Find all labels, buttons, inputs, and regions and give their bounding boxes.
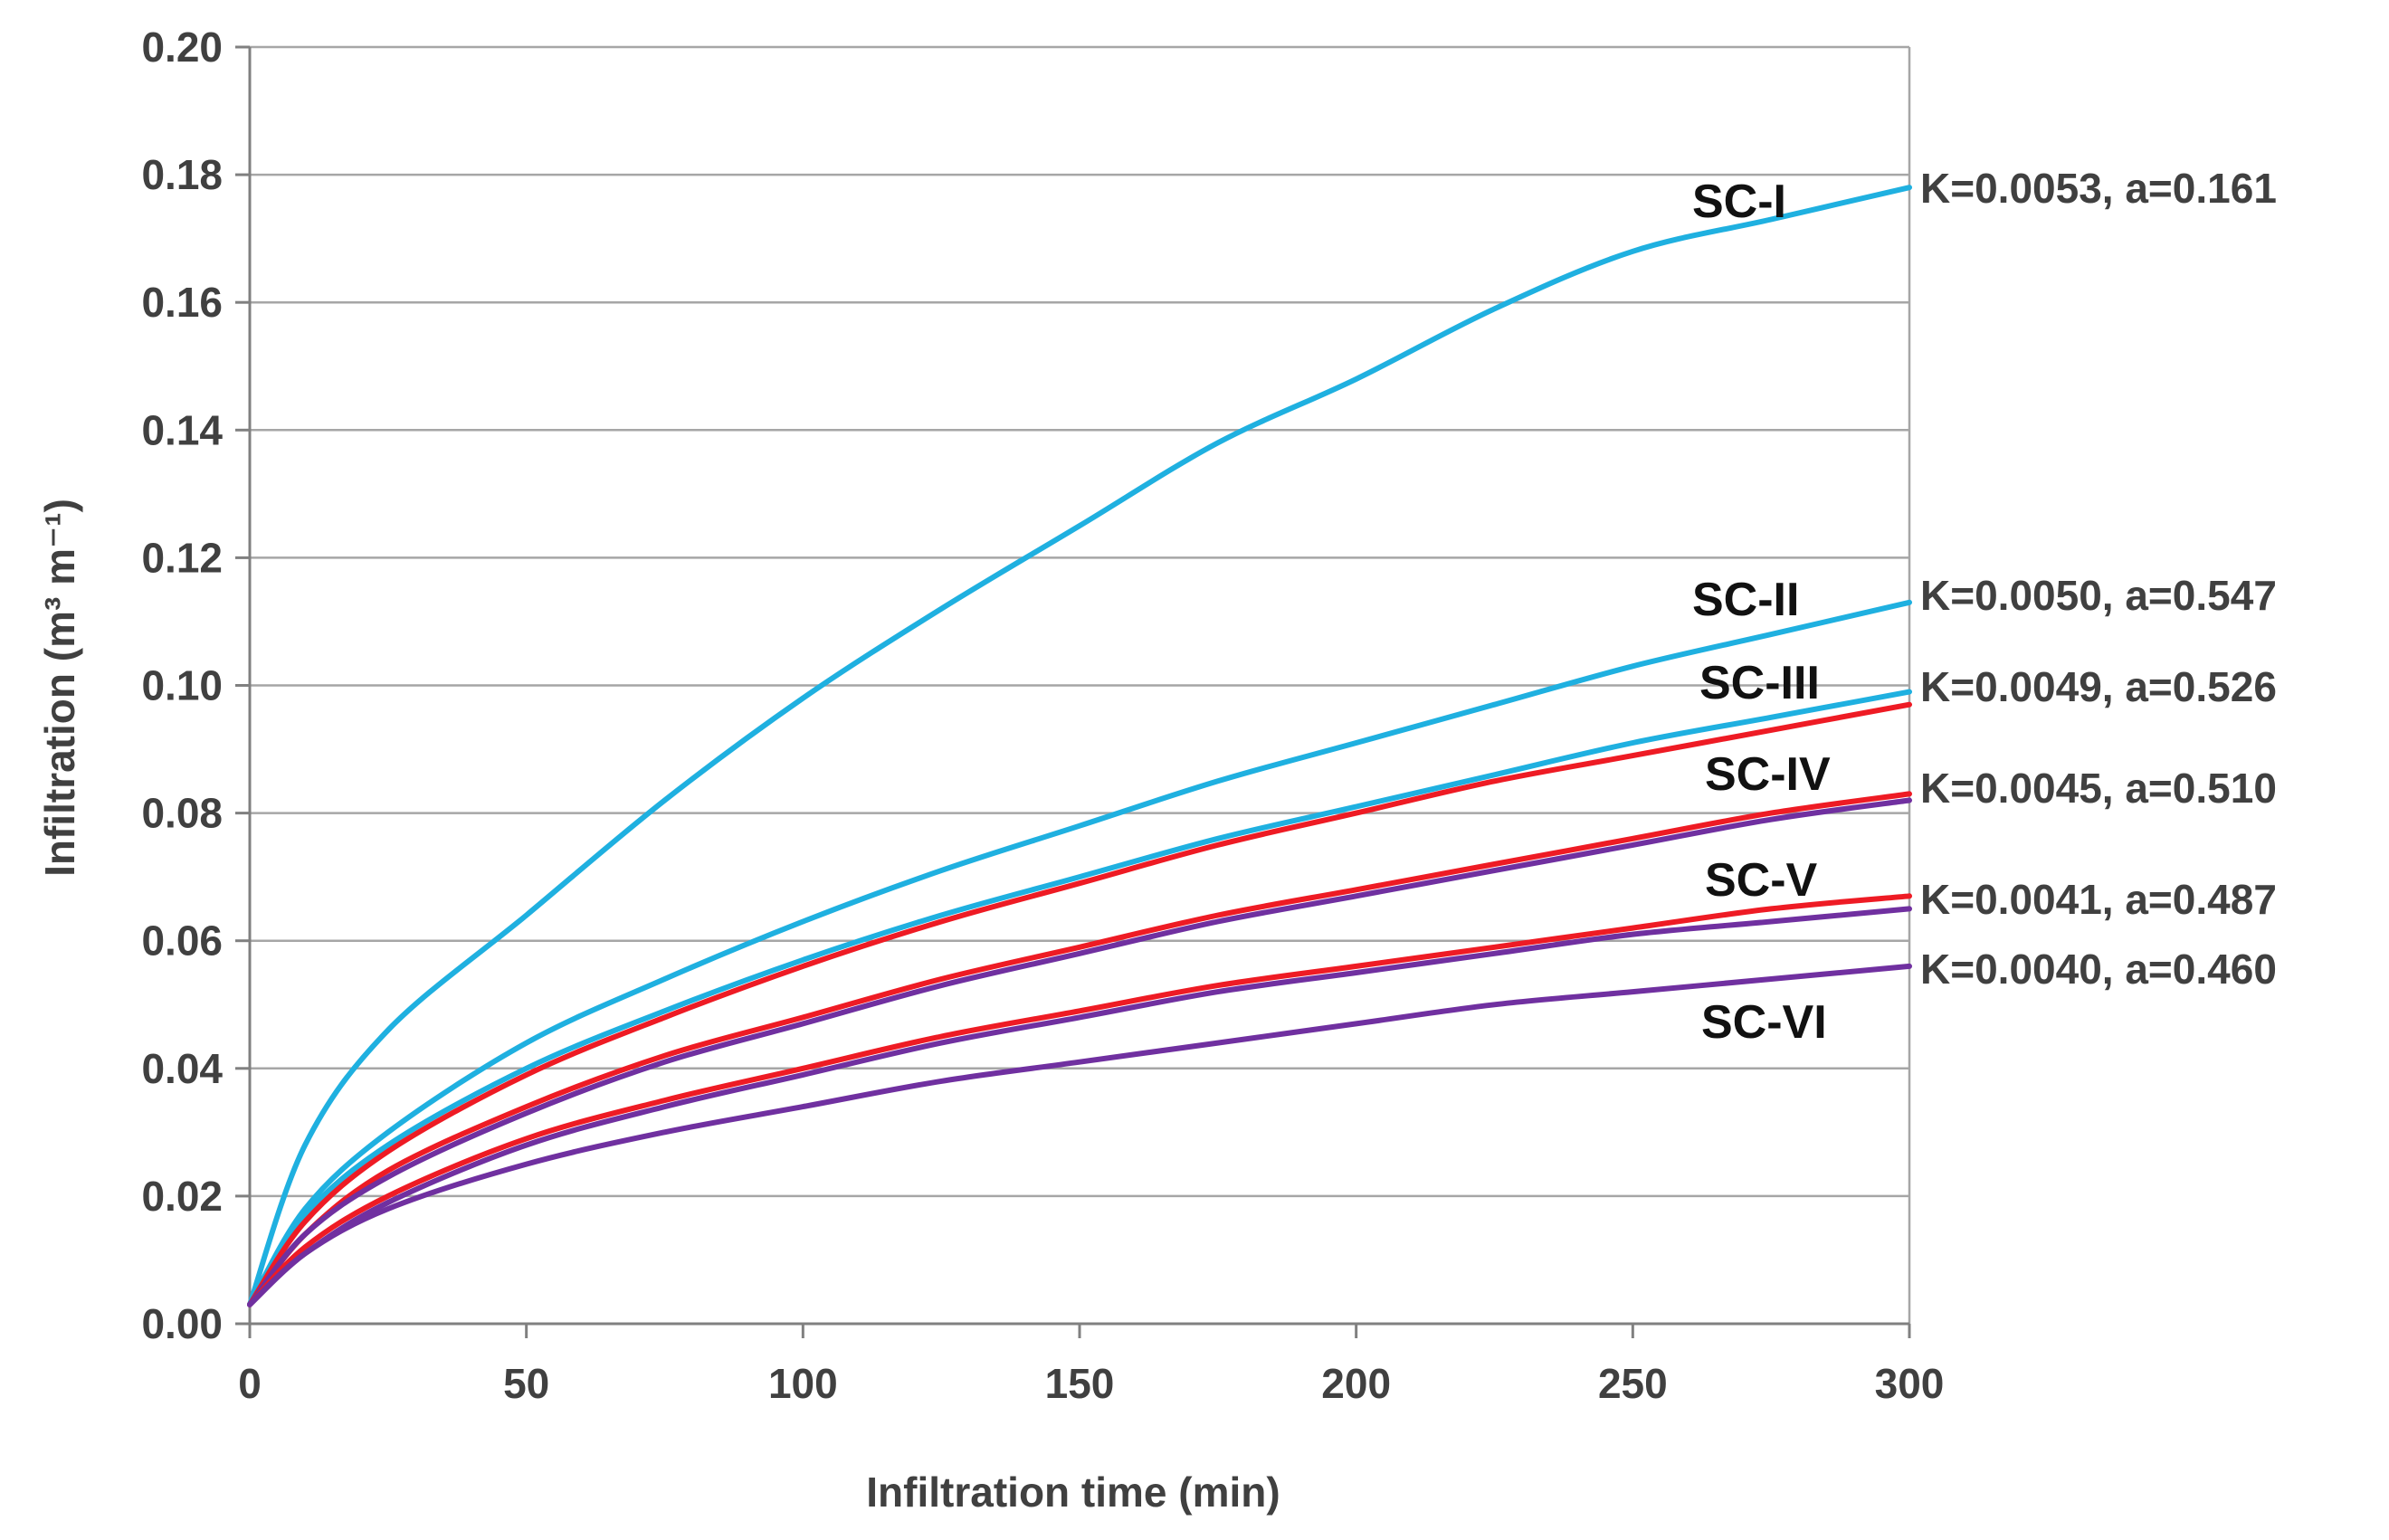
- params-label-sc-ii: K=0.0050, a=0.547: [1920, 572, 2277, 619]
- y-tick-label: 0.08: [141, 790, 223, 837]
- y-tick-label: 0.06: [141, 917, 223, 965]
- series-label-sc-vi: SC-VI: [1701, 996, 1827, 1049]
- y-tick-label: 0.12: [141, 534, 223, 581]
- x-tick-label: 250: [1598, 1360, 1668, 1407]
- series-label-sc-iv: SC-IV: [1705, 748, 1831, 801]
- params-label-sc-i: K=0.0053, a=0.161: [1920, 165, 2277, 212]
- x-tick-label: 100: [768, 1360, 838, 1407]
- series-line-sc-vi: [247, 963, 1912, 1307]
- y-tick-label: 0.00: [141, 1300, 223, 1347]
- y-tick-label: 0.04: [141, 1045, 223, 1092]
- x-axis-title: Infiltration time (min): [866, 1469, 1280, 1516]
- series-line-sc-v-observed: [247, 906, 1912, 1307]
- y-tick-label: 0.14: [141, 406, 223, 453]
- x-tick-label: 50: [503, 1360, 549, 1407]
- series-label-sc-ii: SC-II: [1692, 574, 1799, 626]
- params-label-sc-v: K=0.0041, a=0.487: [1920, 876, 2277, 923]
- series-line-sc-iii-observed: [247, 689, 1912, 1307]
- y-axis-title: Infiltration (m³ m⁻¹): [36, 499, 83, 877]
- series-label-sc-v: SC-V: [1705, 854, 1818, 907]
- params-label-sc-vi: K=0.0040, a=0.460: [1920, 946, 2277, 993]
- params-label-sc-iii: K=0.0049, a=0.526: [1920, 663, 2277, 710]
- axes: [235, 45, 1911, 1338]
- series-line-sc-iii-fitted: [247, 701, 1912, 1307]
- series-line-sc-iv-fitted: [247, 791, 1912, 1307]
- tick-labels: 0.00 0.02 0.04 0.06 0.08 0.10 0.12 0.14 0.16 0.18…: [141, 24, 1944, 1407]
- y-tick-label: 0.10: [141, 662, 223, 709]
- params-label-sc-iv: K=0.0045, a=0.510: [1920, 765, 2277, 812]
- series-line-sc-i: [247, 185, 1912, 1307]
- series-line-sc-iv-observed: [247, 797, 1912, 1307]
- series-line-sc-ii: [247, 599, 1912, 1307]
- x-tick-label: 200: [1321, 1360, 1391, 1407]
- y-tick-label: 0.02: [141, 1173, 223, 1220]
- series-line-sc-v-fitted: [247, 893, 1912, 1307]
- x-tick-label: 0: [238, 1360, 262, 1407]
- y-tick-label: 0.20: [141, 24, 223, 71]
- series-lines: [247, 185, 1912, 1307]
- x-tick-label: 300: [1875, 1360, 1945, 1407]
- series-label-sc-iii: SC-III: [1699, 657, 1820, 709]
- gridlines: [250, 45, 1911, 1324]
- series-label-sc-i: SC-I: [1692, 176, 1786, 228]
- x-tick-label: 150: [1045, 1360, 1115, 1407]
- y-tick-label: 0.18: [141, 151, 223, 198]
- y-tick-label: 0.16: [141, 279, 223, 326]
